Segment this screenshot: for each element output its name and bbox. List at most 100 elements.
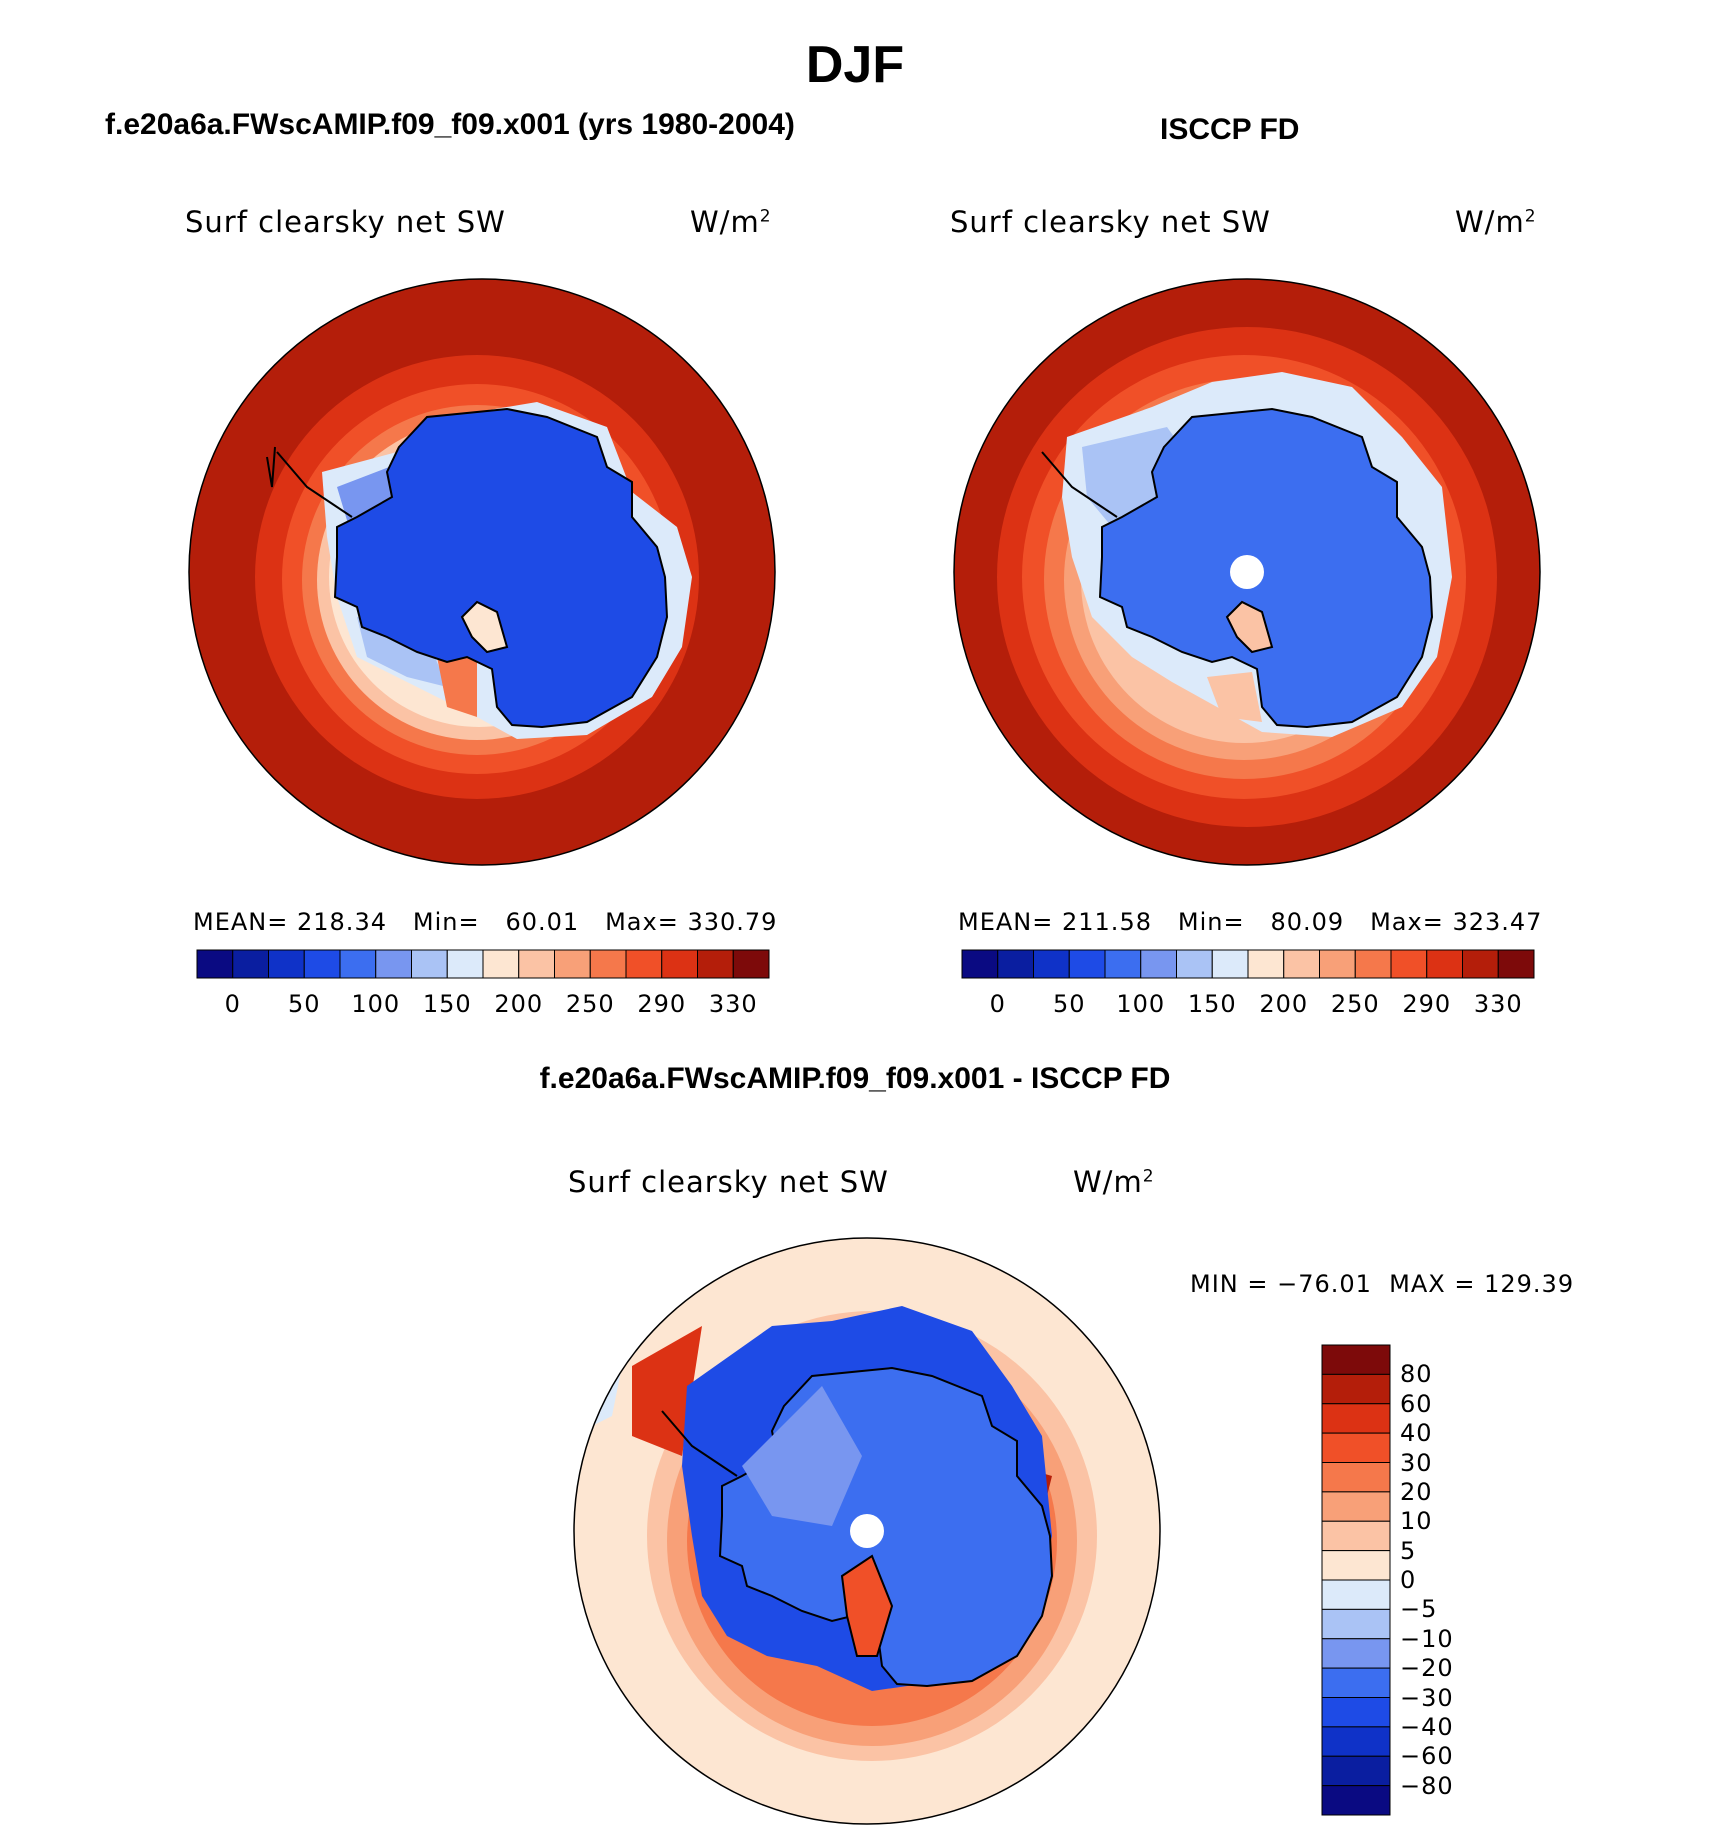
- diff-colorbar-tick-label: −80: [1400, 1771, 1454, 1800]
- model-colorbar-swatch: [375, 949, 412, 979]
- model-colorbar-swatch: [446, 949, 484, 979]
- obs-colorbar-swatch: [997, 949, 1034, 979]
- diff-colorbar-tick-label: −10: [1400, 1624, 1454, 1653]
- diff-variable-label: Surf clearsky net SW: [568, 1165, 889, 1199]
- obs-colorbar-tick-label: 100: [1116, 990, 1166, 1018]
- diff-colorbar-swatch: [1321, 1755, 1391, 1787]
- obs-antarctica-coast: [1098, 407, 1434, 729]
- obs-colorbar-swatch: [1283, 949, 1320, 979]
- obs-colorbar-swatch: [1176, 949, 1213, 979]
- obs-colorbar-ticks: 0 50 100 150 200 250 290 330: [962, 990, 1534, 1020]
- model-colorbar: [196, 949, 770, 979]
- diff-colorbar-tick-label: 80: [1400, 1360, 1433, 1389]
- diff-colorbar-ticks: 80 60 40 30 20 10 5 0 −5 −10 −20 −30 −40 −60 −80: [1400, 1345, 1500, 1817]
- diff-colorbar-tick-label: 60: [1400, 1389, 1433, 1418]
- obs-colorbar-tick-label: 50: [1052, 990, 1086, 1018]
- obs-colorbar-swatch: [1319, 949, 1356, 979]
- diff-colorbar-swatch: [1321, 1608, 1391, 1640]
- diff-colorbar-tick-label: −30: [1400, 1683, 1454, 1712]
- diff-colorbar-swatch: [1321, 1462, 1391, 1493]
- model-colorbar-tick-label: 150: [422, 990, 472, 1018]
- model-colorbar-swatch: [232, 949, 269, 979]
- diff-units-label: W/m2: [1073, 1165, 1155, 1199]
- diff-colorbar-tick-label: −60: [1400, 1742, 1454, 1771]
- model-colorbar-swatch: [554, 949, 591, 979]
- obs-colorbar-swatch: [961, 949, 999, 979]
- obs-map: [953, 278, 1541, 866]
- diff-colorbar-tick-label: −5: [1400, 1595, 1438, 1624]
- figure-title: DJF: [805, 36, 905, 94]
- diff-colorbar-tick-label: 10: [1400, 1507, 1433, 1536]
- obs-colorbar-swatch: [1462, 949, 1499, 979]
- obs-colorbar-swatch: [1390, 949, 1428, 979]
- model-units-label: W/m2: [690, 205, 772, 239]
- model-variable-label: Surf clearsky net SW: [185, 205, 506, 239]
- model-colorbar-swatch: [268, 949, 305, 979]
- diff-colorbar-tick-label: 5: [1400, 1536, 1417, 1565]
- model-colorbar-tick-label: 330: [708, 990, 758, 1018]
- obs-colorbar-swatch: [1033, 949, 1070, 979]
- obs-colorbar-swatch: [1247, 949, 1285, 979]
- diff-panel-header: f.e20a6a.FWscAMIP.f09_f09.x001 - ISCCP F…: [539, 1062, 1171, 1095]
- model-colorbar-swatch: [625, 949, 663, 979]
- diff-colorbar-swatch: [1321, 1373, 1391, 1405]
- diff-colorbar: [1321, 1344, 1391, 1816]
- model-colorbar-swatch: [303, 949, 341, 979]
- model-colorbar-swatch: [589, 949, 627, 979]
- diff-colorbar-swatch: [1321, 1520, 1391, 1552]
- model-map: [188, 278, 776, 866]
- model-colorbar-swatch: [196, 949, 234, 979]
- model-colorbar-swatch: [697, 949, 734, 979]
- diff-colorbar-tick-label: −20: [1400, 1654, 1454, 1683]
- obs-variable-label: Surf clearsky net SW: [950, 205, 1271, 239]
- diff-colorbar-tick-label: 40: [1400, 1419, 1433, 1448]
- obs-colorbar-tick-label: 0: [989, 990, 1006, 1018]
- diff-colorbar-swatch: [1321, 1344, 1391, 1375]
- obs-units-label: W/m2: [1455, 205, 1537, 239]
- model-colorbar-swatch: [411, 949, 448, 979]
- diff-colorbar-tick-label: 20: [1400, 1477, 1433, 1506]
- obs-colorbar-swatch: [1354, 949, 1392, 979]
- obs-colorbar-tick-label: 150: [1187, 990, 1237, 1018]
- obs-colorbar: [961, 949, 1535, 979]
- obs-colorbar-swatch: [1068, 949, 1106, 979]
- model-colorbar-tick-label: 100: [351, 990, 401, 1018]
- obs-panel-header: ISCCP FD: [1160, 113, 1300, 146]
- diff-map: [573, 1237, 1161, 1825]
- obs-colorbar-tick-label: 250: [1330, 990, 1380, 1018]
- model-colorbar-swatch: [482, 949, 520, 979]
- model-colorbar-tick-label: 0: [224, 990, 241, 1018]
- diff-colorbar-tick-label: 30: [1400, 1448, 1433, 1477]
- model-panel-header: f.e20a6a.FWscAMIP.f09_f09.x001 (yrs 1980…: [105, 108, 795, 141]
- obs-colorbar-swatch: [1104, 949, 1142, 979]
- model-colorbar-swatch: [661, 949, 698, 979]
- obs-stats: MEAN= 211.58 Min= 80.09 Max= 323.47: [958, 908, 1543, 936]
- model-colorbar-tick-label: 250: [565, 990, 615, 1018]
- diff-colorbar-tick-label: −40: [1400, 1712, 1454, 1741]
- model-colorbar-ticks: 0 50 100 150 200 250 290 330: [197, 990, 769, 1020]
- diff-colorbar-swatch: [1321, 1726, 1391, 1757]
- model-stats: MEAN= 218.34 Min= 60.01 Max= 330.79: [193, 908, 778, 936]
- model-colorbar-swatch: [339, 949, 377, 979]
- obs-colorbar-swatch: [1140, 949, 1177, 979]
- diff-colorbar-tick-label: 0: [1400, 1566, 1417, 1594]
- obs-colorbar-swatch: [1497, 949, 1535, 979]
- obs-colorbar-swatch: [1211, 949, 1249, 979]
- model-colorbar-tick-label: 200: [494, 990, 544, 1018]
- obs-colorbar-tick-label: 200: [1259, 990, 1309, 1018]
- diff-minmax: MIN = −76.01 MAX = 129.39: [1190, 1270, 1575, 1298]
- obs-colorbar-swatch: [1426, 949, 1463, 979]
- diff-colorbar-swatch: [1321, 1697, 1391, 1728]
- obs-colorbar-tick-label: 330: [1473, 990, 1523, 1018]
- obs-colorbar-tick-label: 290: [1402, 990, 1452, 1018]
- model-colorbar-swatch: [732, 949, 770, 979]
- diff-colorbar-swatch: [1321, 1579, 1391, 1610]
- model-colorbar-swatch: [518, 949, 555, 979]
- diff-colorbar-swatch: [1321, 1491, 1391, 1522]
- diff-colorbar-swatch: [1321, 1667, 1391, 1698]
- model-antarctica-coast: [333, 407, 669, 729]
- diff-colorbar-swatch: [1321, 1432, 1391, 1463]
- diff-colorbar-swatch: [1321, 1550, 1391, 1581]
- model-colorbar-tick-label: 290: [637, 990, 687, 1018]
- diff-colorbar-swatch: [1321, 1638, 1391, 1669]
